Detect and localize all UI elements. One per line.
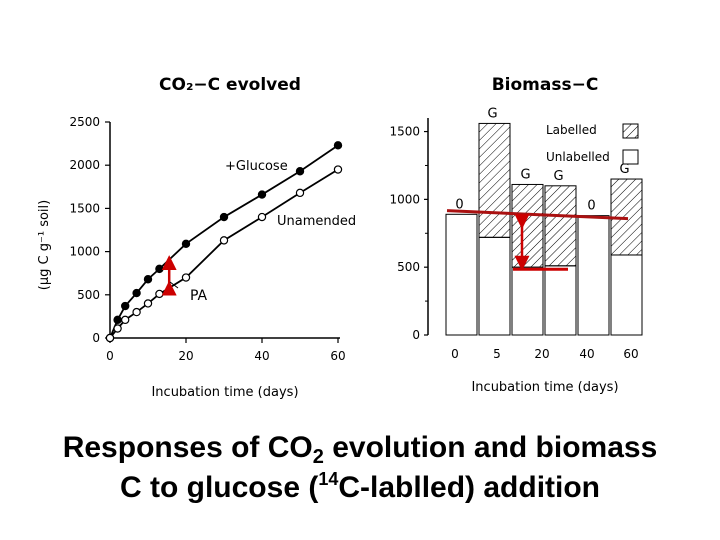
biomass-bar-unlabelled: [610, 254, 643, 336]
co2-chart-title: CO₂−C evolved: [159, 75, 301, 95]
co2-x-axis-label: Incubation time (days): [151, 385, 298, 400]
co2-point-glucose: [181, 239, 191, 249]
pa-label: PA: [190, 288, 208, 304]
co2-x-ticks: 0 20 40 60: [106, 338, 346, 363]
co2-point-unamended: [113, 324, 122, 333]
caption-line-2: C to glucose (14C-lablled) addition: [0, 468, 720, 508]
biomass-bar-labelled: [511, 183, 544, 268]
co2-x-tick-label: 20: [178, 349, 193, 363]
biomass-bar-labelled: [478, 122, 511, 238]
biomass-reference-line: [446, 209, 629, 221]
co2-point-glucose: [295, 167, 305, 176]
biomass-bar-label: G: [520, 167, 530, 182]
biomass-bar-unlabelled: [445, 213, 478, 336]
biomass-bar-labelled: [544, 185, 577, 267]
caption-subscript: 2: [312, 446, 324, 468]
biomass-x-tick-label: 60: [623, 347, 638, 361]
biomass-x-tick-label: 0: [451, 347, 459, 361]
biomass-x-axis-label: Incubation time (days): [471, 380, 618, 395]
biomass-bar-label: 0: [455, 197, 463, 212]
biomass-y-tick-label: 0: [412, 328, 420, 342]
biomass-x-tick-label: 20: [534, 347, 549, 361]
caption-line-1: Responses of CO2 evolution and biomass: [0, 428, 720, 468]
co2-point-glucose: [132, 288, 141, 298]
biomass-y-tick-label: 500: [397, 260, 420, 274]
biomass-chart-title: Biomass−C: [492, 75, 599, 95]
co2-point-unamended: [155, 289, 164, 299]
biomass-bar-unlabelled: [544, 265, 577, 336]
co2-point-unamended: [181, 273, 191, 282]
co2-y-axis-label: (μg C g⁻¹ soil): [37, 200, 52, 290]
biomass-legend: Labelled Unlabelled: [546, 123, 639, 165]
biomass-bar-unlabelled: [511, 266, 544, 336]
co2-point-unamended: [257, 212, 267, 222]
biomass-bar-label: G: [619, 162, 629, 177]
co2-point-glucose: [155, 264, 164, 274]
co2-point-unamended: [120, 315, 130, 325]
co2-y-tick-label: 1500: [69, 201, 100, 215]
co2-point-unamended: [295, 188, 305, 198]
caption-text: Responses of CO: [62, 431, 313, 464]
co2-x-tick-label: 60: [330, 349, 345, 363]
co2-x-tick-label: 0: [106, 349, 114, 363]
co2-y-tick-label: 500: [77, 288, 100, 302]
co2-point-glucose: [120, 301, 130, 311]
biomass-bar-label: G: [553, 169, 563, 184]
co2-point-unamended: [143, 299, 153, 308]
series-label-unamended: Unamended: [277, 214, 356, 229]
biomass-x-tick-label: 40: [579, 347, 594, 361]
co2-y-tick-label: 2000: [69, 158, 100, 172]
co2-point-glucose: [219, 212, 229, 222]
co2-y-ticks: 0 500 1000 1500 2000 2500: [69, 115, 110, 345]
biomass-bar-unlabelled: [577, 215, 610, 336]
series-label-glucose: +Glucose: [225, 159, 288, 174]
caption-text: evolution and biomass: [323, 431, 658, 464]
caption-text: C to glucose (: [119, 471, 319, 504]
co2-chart: CO₂−C evolved (μg C g⁻¹ soil) Incubation…: [37, 75, 356, 400]
biomass-y-tick-label: 1000: [389, 192, 420, 206]
co2-point-unamended: [333, 165, 343, 174]
biomass-x-tick-label: 5: [493, 347, 501, 361]
biomass-bar-label: G: [487, 106, 497, 121]
co2-point-unamended: [219, 236, 229, 245]
biomass-annotations: [446, 209, 629, 271]
legend-label-labelled: Labelled: [546, 123, 597, 137]
biomass-chart: Biomass−C 0 500 1000 1500 0 G G G 0 G 0 5 20 40 60 I…: [389, 75, 643, 395]
co2-point-unamended: [105, 333, 115, 343]
biomass-y-ticks: 0 500 1000 1500: [389, 125, 428, 342]
co2-point-glucose: [257, 190, 267, 199]
co2-y-tick-label: 0: [92, 331, 100, 345]
legend-swatch-labelled: [622, 123, 639, 139]
co2-series-line-unamended: [109, 168, 339, 339]
co2-y-tick-label: 2500: [69, 115, 100, 129]
biomass-x-ticks: 0 5 20 40 60: [451, 347, 638, 361]
co2-x-tick-label: 40: [254, 349, 269, 363]
biomass-bar-label: 0: [587, 199, 595, 214]
biomass-bars: 0 G G G 0 G: [445, 106, 643, 336]
legend-swatch-unlabelled: [622, 149, 639, 165]
co2-y-tick-label: 1000: [69, 245, 100, 259]
pa-leader-line: [169, 281, 179, 289]
co2-point-glucose: [113, 315, 122, 325]
biomass-bar-unlabelled: [478, 236, 511, 336]
legend-label-unlabelled: Unlabelled: [546, 150, 610, 164]
biomass-y-tick-label: 1500: [389, 125, 420, 139]
co2-point-glucose: [333, 141, 343, 150]
caption-text: C-lablled) addition: [338, 471, 601, 504]
caption-superscript: 14: [318, 469, 339, 489]
caption: Responses of CO2 evolution and biomass C…: [0, 428, 720, 508]
co2-point-unamended: [132, 307, 141, 317]
co2-series: [105, 141, 343, 343]
co2-point-glucose: [143, 275, 153, 284]
